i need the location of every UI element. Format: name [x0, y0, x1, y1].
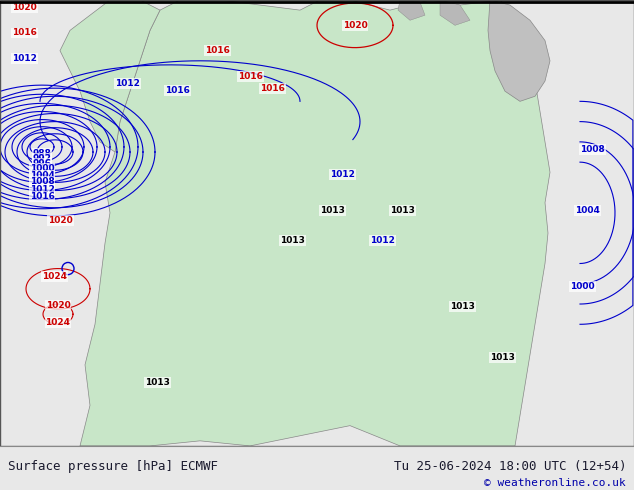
- Text: 1020: 1020: [48, 216, 73, 225]
- Polygon shape: [80, 0, 550, 446]
- Polygon shape: [60, 0, 160, 152]
- Text: 1020: 1020: [342, 21, 367, 30]
- Text: 1012: 1012: [30, 185, 55, 194]
- Text: 1000: 1000: [570, 282, 595, 291]
- Text: 1016: 1016: [165, 86, 190, 95]
- Text: 1024: 1024: [46, 318, 70, 327]
- Text: 996: 996: [32, 159, 51, 168]
- Text: 1012: 1012: [115, 79, 140, 88]
- Text: 1016: 1016: [30, 192, 55, 201]
- Polygon shape: [440, 0, 470, 25]
- Text: 1004: 1004: [30, 171, 55, 180]
- Text: 1020: 1020: [46, 300, 70, 310]
- Text: 1000: 1000: [30, 164, 55, 173]
- Text: © weatheronline.co.uk: © weatheronline.co.uk: [484, 478, 626, 488]
- Text: 1013: 1013: [320, 206, 345, 215]
- Text: 1024: 1024: [42, 271, 67, 281]
- Text: 1012: 1012: [330, 171, 355, 179]
- Text: 1013: 1013: [390, 206, 415, 215]
- Text: 1012: 1012: [370, 236, 395, 245]
- Text: 1016: 1016: [260, 84, 285, 93]
- Text: 988: 988: [32, 149, 51, 158]
- Text: 1016: 1016: [238, 72, 263, 81]
- Text: 1016: 1016: [205, 46, 230, 55]
- Text: 1013: 1013: [450, 302, 475, 311]
- Polygon shape: [398, 0, 425, 20]
- Text: 1016: 1016: [12, 28, 37, 37]
- Text: 1013: 1013: [280, 236, 305, 245]
- Text: 1013: 1013: [145, 378, 170, 387]
- Polygon shape: [488, 0, 550, 101]
- Text: 1008: 1008: [580, 145, 605, 154]
- Text: Tu 25-06-2024 18:00 UTC (12+54): Tu 25-06-2024 18:00 UTC (12+54): [394, 460, 626, 473]
- Text: Surface pressure [hPa] ECMWF: Surface pressure [hPa] ECMWF: [8, 460, 218, 473]
- Text: 1004: 1004: [575, 206, 600, 215]
- Text: 992: 992: [32, 154, 51, 163]
- Text: 1020: 1020: [12, 3, 37, 12]
- Text: 1013: 1013: [490, 353, 515, 362]
- Text: 1008: 1008: [30, 177, 55, 186]
- Text: 1012: 1012: [12, 54, 37, 63]
